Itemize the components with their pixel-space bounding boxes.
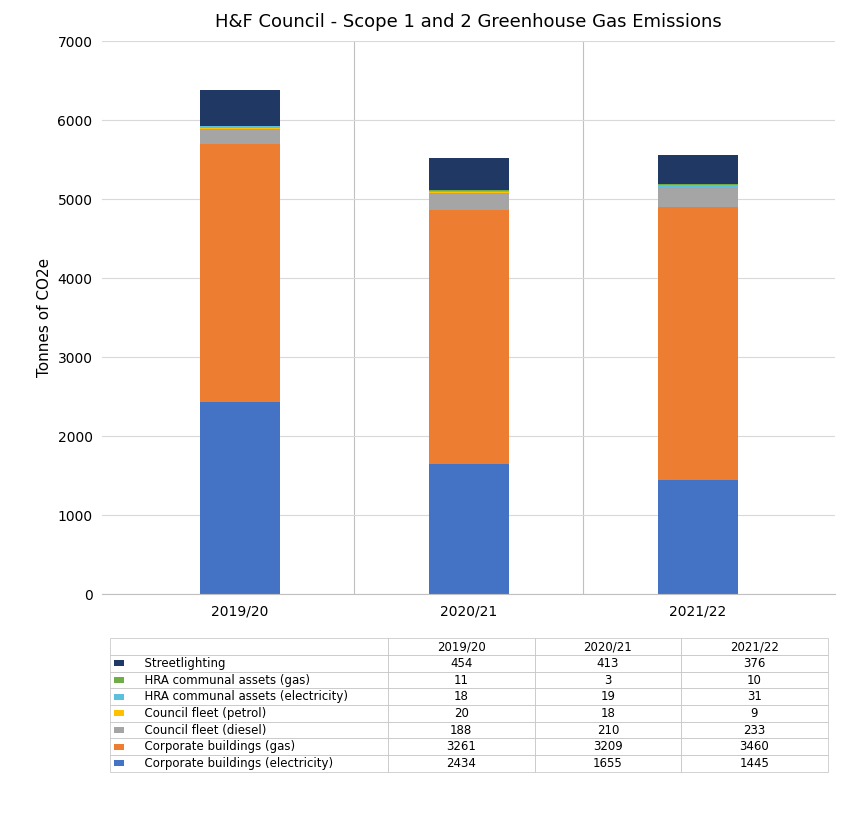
Bar — [199, 90, 279, 125]
Bar — [658, 185, 738, 188]
Bar — [199, 128, 279, 129]
Title: H&F Council - Scope 1 and 2 Greenhouse Gas Emissions: H&F Council - Scope 1 and 2 Greenhouse G… — [216, 13, 722, 31]
Bar — [199, 402, 279, 594]
Bar — [429, 190, 509, 192]
Bar — [114, 661, 124, 667]
Bar — [114, 727, 124, 733]
Y-axis label: Tonnes of CO2e: Tonnes of CO2e — [37, 258, 52, 377]
Bar — [429, 157, 509, 190]
Bar — [429, 194, 509, 210]
Bar — [199, 129, 279, 144]
Bar — [199, 125, 279, 126]
Bar — [114, 694, 124, 700]
Bar — [658, 155, 738, 185]
Bar — [114, 677, 124, 683]
Bar — [658, 189, 738, 207]
Bar — [114, 710, 124, 716]
Bar — [199, 144, 279, 402]
Bar — [114, 761, 124, 766]
Bar — [429, 192, 509, 194]
Bar — [114, 744, 124, 750]
Bar — [658, 480, 738, 594]
Bar — [429, 210, 509, 464]
Bar — [658, 207, 738, 480]
Bar — [199, 126, 279, 128]
Bar — [429, 464, 509, 594]
